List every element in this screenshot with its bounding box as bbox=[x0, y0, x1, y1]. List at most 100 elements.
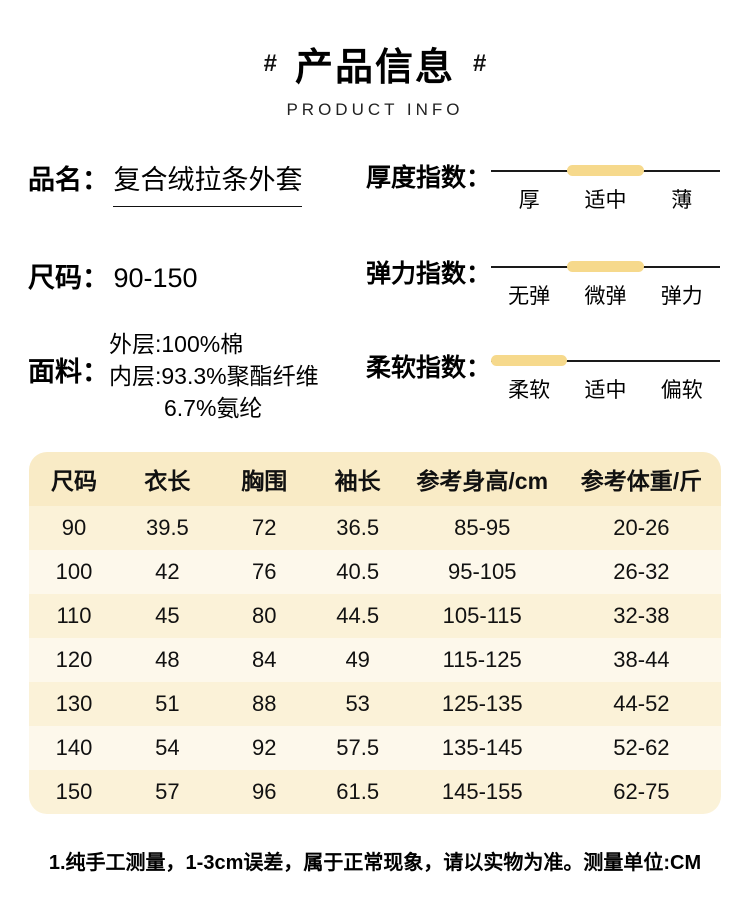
softness-index-label: 柔软指数： bbox=[366, 354, 492, 382]
table-row: 120 48 84 49 115-125 38-44 bbox=[29, 638, 721, 682]
index-track-line bbox=[491, 360, 720, 362]
table-cell: 95-105 bbox=[447, 559, 517, 584]
index-active-segment bbox=[491, 355, 568, 366]
table-cell: 85-95 bbox=[454, 515, 511, 540]
size-range-value: 90-150 bbox=[113, 263, 198, 293]
index-options: 厚 适中 薄 bbox=[491, 184, 720, 214]
product-name-row: 品名： 复合绒拉条外套 bbox=[28, 158, 303, 207]
table-cell: 61.5 bbox=[336, 779, 380, 804]
table-cell: 57 bbox=[155, 779, 180, 804]
table-row: 110 45 80 44.5 105-115 32-38 bbox=[29, 594, 721, 638]
page-header: # 产品信息 # PRODUCT INFO bbox=[0, 36, 750, 120]
table-cell: 125-135 bbox=[441, 691, 523, 716]
index-active-segment bbox=[567, 261, 644, 272]
table-cell: 88 bbox=[252, 691, 277, 716]
index-option: 微弹 bbox=[584, 285, 627, 308]
table-cell: 53 bbox=[345, 691, 370, 716]
fabric-line-outer: 外层:100%棉 bbox=[109, 331, 244, 357]
column-header: 衣长 bbox=[118, 452, 216, 506]
fabric-details: 外层:100%棉 内层:93.3%聚酯纤维 6.7%氨纶 bbox=[109, 328, 319, 424]
index-option: 无弹 bbox=[508, 285, 551, 308]
page-title-text: 产品信息 bbox=[294, 47, 455, 89]
thickness-index-meter: 厚 适中 薄 bbox=[491, 158, 720, 214]
size-table-grid: 尺码 衣长 胸围 袖长 参考身高/cm 参考体重/斤 90 39.5 72 36.5 85-95 2… bbox=[29, 452, 721, 814]
table-cell: 40.5 bbox=[336, 559, 380, 584]
column-header: 尺码 bbox=[29, 452, 119, 506]
thickness-index-label: 厚度指数： bbox=[366, 164, 492, 192]
column-header: 胸围 bbox=[215, 452, 313, 506]
hash-decoration-left: # bbox=[263, 49, 277, 77]
index-option: 厚 bbox=[518, 189, 540, 212]
table-cell: 130 bbox=[55, 691, 93, 716]
table-cell: 76 bbox=[252, 559, 277, 584]
table-cell: 90 bbox=[61, 515, 87, 540]
table-cell: 140 bbox=[55, 735, 93, 760]
size-table-body: 90 39.5 72 36.5 85-95 20-26 100 42 76 40.5 95-105 2… bbox=[29, 506, 721, 814]
fabric-row: 面料： 外层:100%棉 内层:93.3%聚酯纤维 6.7%氨纶 bbox=[28, 328, 319, 424]
table-cell: 44-52 bbox=[613, 691, 670, 716]
table-cell: 145-155 bbox=[441, 779, 523, 804]
table-cell: 39.5 bbox=[145, 515, 189, 540]
table-cell: 54 bbox=[155, 735, 180, 760]
table-row: 140 54 92 57.5 135-145 52-62 bbox=[29, 726, 721, 770]
table-row: 90 39.5 72 36.5 85-95 20-26 bbox=[29, 506, 721, 550]
size-range-label: 尺码： bbox=[28, 263, 109, 293]
table-cell: 48 bbox=[155, 647, 180, 672]
index-option: 弹力 bbox=[660, 285, 703, 308]
table-cell: 105-115 bbox=[442, 603, 522, 628]
table-cell: 84 bbox=[252, 647, 277, 672]
index-option: 适中 bbox=[584, 379, 627, 402]
hash-decoration-right: # bbox=[473, 49, 487, 77]
fabric-line-spandex: 6.7%氨纶 bbox=[164, 395, 263, 421]
elasticity-index-label: 弹力指数： bbox=[366, 260, 492, 288]
column-header: 袖长 bbox=[312, 452, 403, 506]
table-cell: 110 bbox=[56, 603, 92, 628]
index-options: 柔软 适中 偏软 bbox=[491, 374, 720, 404]
thickness-index: 厚度指数： 厚 适中 薄 bbox=[366, 158, 720, 214]
size-table-header-row: 尺码 衣长 胸围 袖长 参考身高/cm 参考体重/斤 bbox=[29, 452, 721, 506]
table-cell: 62-75 bbox=[613, 779, 670, 804]
size-range-row: 尺码： 90-150 bbox=[28, 256, 198, 295]
elasticity-index-meter: 无弹 微弹 弹力 bbox=[491, 254, 720, 310]
index-options: 无弹 微弹 弹力 bbox=[491, 280, 720, 310]
elasticity-index: 弹力指数： 无弹 微弹 弹力 bbox=[366, 254, 720, 310]
table-cell: 42 bbox=[155, 559, 180, 584]
column-header: 参考身高/cm bbox=[402, 452, 562, 506]
index-track bbox=[491, 161, 720, 181]
column-header: 参考体重/斤 bbox=[561, 452, 721, 506]
softness-index-meter: 柔软 适中 偏软 bbox=[491, 348, 720, 404]
table-cell: 32-38 bbox=[613, 603, 670, 628]
table-cell: 80 bbox=[252, 603, 277, 628]
size-table: 尺码 衣长 胸围 袖长 参考身高/cm 参考体重/斤 90 39.5 72 36.5 85-95 2… bbox=[29, 452, 721, 814]
table-cell: 96 bbox=[252, 779, 277, 804]
index-active-segment bbox=[567, 165, 644, 176]
table-cell: 135-145 bbox=[441, 735, 523, 760]
softness-index: 柔软指数： 柔软 适中 偏软 bbox=[366, 348, 720, 404]
table-cell: 52-62 bbox=[613, 735, 670, 760]
index-option: 薄 bbox=[671, 189, 693, 212]
table-cell: 51 bbox=[155, 691, 180, 716]
table-cell: 45 bbox=[155, 603, 180, 628]
page-title: # 产品信息 # bbox=[0, 36, 750, 91]
index-track bbox=[491, 257, 720, 277]
table-cell: 57.5 bbox=[336, 735, 380, 760]
table-cell: 38-44 bbox=[613, 647, 670, 672]
table-cell: 20-26 bbox=[613, 515, 670, 540]
product-name-value: 复合绒拉条外套 bbox=[113, 158, 303, 207]
fabric-label: 面料： bbox=[28, 357, 109, 387]
table-cell: 36.5 bbox=[336, 515, 380, 540]
table-cell: 92 bbox=[252, 735, 277, 760]
table-cell: 150 bbox=[55, 779, 93, 804]
measurement-note: 1.纯手工测量，1-3cm误差，属于正常现象，请以实物为准。测量单位:CM bbox=[48, 852, 702, 874]
table-cell: 49 bbox=[345, 647, 370, 672]
product-name-label: 品名： bbox=[28, 165, 109, 195]
table-cell: 26-32 bbox=[613, 559, 670, 584]
page-subtitle: PRODUCT INFO bbox=[286, 100, 464, 119]
fabric-line-inner: 内层:93.3%聚酯纤维 bbox=[109, 363, 319, 389]
index-option: 适中 bbox=[584, 189, 627, 212]
table-cell: 100 bbox=[55, 559, 93, 584]
table-cell: 120 bbox=[55, 647, 93, 672]
index-track bbox=[491, 351, 720, 371]
index-option: 柔软 bbox=[508, 379, 551, 402]
table-cell: 72 bbox=[252, 515, 277, 540]
